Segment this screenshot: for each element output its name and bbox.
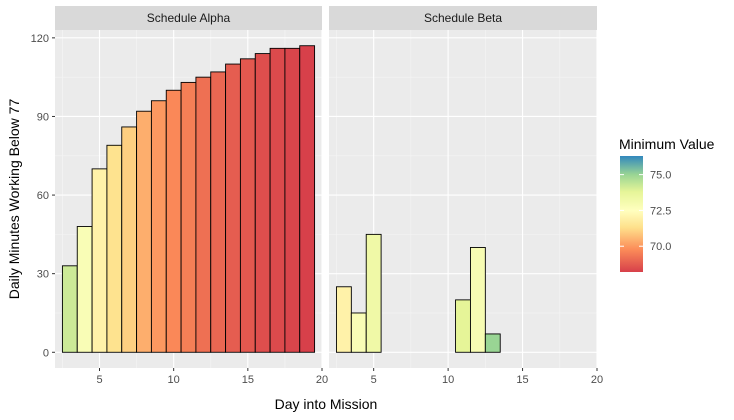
y-tick-label: 120 (31, 33, 49, 45)
bar (254, 53, 271, 353)
bar (150, 100, 167, 353)
bar (469, 247, 486, 353)
x-tick-label: 10 (168, 374, 180, 386)
panel-alpha-title: Schedule Alpha (147, 11, 231, 25)
bar (106, 144, 123, 353)
bar (165, 89, 182, 353)
x-tick-label: 5 (96, 374, 102, 386)
legend-ticks: 70.0 72.5 75.0 (620, 170, 671, 253)
x-tick-label: 15 (242, 374, 254, 386)
bar (61, 265, 78, 353)
bar (180, 81, 197, 353)
y-axis-title: Daily Minutes Working Below 77 (6, 99, 22, 300)
y-tick-label: 90 (37, 111, 49, 123)
bar (335, 286, 352, 353)
panel-alpha: Schedule Alpha (55, 6, 323, 368)
bar (455, 299, 471, 353)
bar (484, 333, 501, 353)
x-tick-label: 20 (316, 374, 328, 386)
panel-alpha-bars (61, 45, 316, 353)
x-tick-label: 5 (371, 374, 377, 386)
bar (225, 63, 241, 353)
bar (136, 110, 152, 353)
panel-beta-title: Schedule Beta (424, 11, 502, 25)
bar (91, 168, 108, 353)
panel-beta-bars (335, 233, 501, 353)
y-tick-label: 30 (37, 269, 49, 281)
legend-colorbar (620, 156, 643, 272)
x-tick-label: 10 (442, 374, 454, 386)
bar (121, 126, 138, 353)
legend-tick-label: 75.0 (650, 170, 671, 182)
bar (239, 58, 256, 353)
panel-alpha-strip (55, 6, 322, 30)
bar (210, 71, 227, 353)
x-axis-alpha: 5 10 15 20 (96, 368, 328, 386)
legend-tick-label: 70.0 (650, 241, 671, 253)
bar (284, 47, 301, 353)
bar (195, 76, 212, 353)
y-tick-label: 0 (43, 347, 49, 359)
legend-tick-label: 72.5 (650, 205, 671, 217)
x-tick-label: 15 (516, 374, 528, 386)
bar (299, 45, 316, 353)
color-legend: Minimum Value 70.0 72.5 75.0 (619, 136, 715, 272)
bar (269, 47, 286, 353)
y-tick-label: 60 (37, 190, 49, 202)
panel-beta-strip (329, 6, 597, 30)
y-axis: 0 30 60 90 120 (31, 33, 55, 359)
x-tick-label: 20 (591, 374, 603, 386)
x-axis-title: Day into Mission (275, 396, 378, 412)
bar (76, 226, 93, 353)
x-axis-beta: 5 10 15 20 (371, 368, 603, 386)
legend-title: Minimum Value (619, 136, 715, 152)
bar (350, 312, 367, 353)
panel-beta: Schedule Beta (329, 6, 598, 368)
bar (365, 233, 382, 353)
